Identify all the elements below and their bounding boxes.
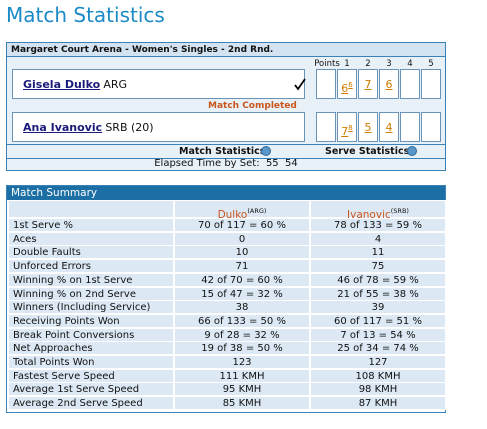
link-icon[interactable]: [407, 146, 417, 156]
stat-value: 78 of 133 = 59 %: [310, 218, 446, 232]
player-header: Ivanovic(SRB): [310, 200, 446, 221]
player-row: Gisela Dulko ARG: [12, 69, 306, 99]
score-cell: 6: [379, 69, 399, 99]
elapsed-time: Elapsed Time by Set: 55 54: [7, 158, 445, 169]
page-title: Match Statistics: [6, 3, 165, 27]
match-summary: Match Summary Dulko(ARG) Ivanovic(SRB) 1st…: [6, 185, 446, 413]
stat-value: 98 KMH: [310, 382, 446, 397]
stat-value: 60 of 117 = 51 %: [310, 313, 446, 328]
tiebreak[interactable]: 6: [348, 81, 353, 89]
link-icon[interactable]: [261, 146, 271, 156]
stat-value: 15 of 47 = 32 %: [174, 286, 310, 301]
stat-value: 21 of 55 = 38 %: [310, 286, 446, 301]
column-header: Points: [314, 59, 340, 69]
stat-label: Winning % on 2nd Serve: [8, 286, 174, 301]
stat-value: 95 KMH: [174, 382, 310, 397]
player-info: ARG: [103, 78, 128, 91]
stat-value: 42 of 70 = 60 %: [174, 272, 310, 287]
scoreboard: Margaret Court Arena - Women's Singles -…: [6, 42, 446, 171]
player-header: Dulko(ARG): [174, 200, 310, 221]
stat-label: Receiving Points Won: [8, 313, 174, 328]
stat-label: Average 1st Serve Speed: [8, 382, 174, 397]
elapsed-set: 54: [285, 158, 298, 169]
stat-label: 1st Serve %: [8, 218, 174, 232]
stat-label: Unforced Errors: [8, 259, 174, 274]
stats-link[interactable]: Match Statistics: [179, 146, 266, 157]
stat-value: 123: [174, 355, 310, 369]
summary-title: Match Summary: [7, 186, 445, 200]
stat-label: Winning % on 1st Serve: [8, 272, 174, 287]
stat-value: 85 KMH: [174, 396, 310, 411]
player-row: Ana Ivanovic SRB (20): [12, 112, 305, 142]
stat-label: Winners (Including Service): [8, 300, 174, 315]
stat-label: Break Point Conversions: [8, 327, 174, 342]
stat-value: 108 KMH: [310, 368, 446, 383]
stats-link[interactable]: Serve Statistics: [325, 146, 410, 157]
event-header: Margaret Court Arena - Women's Singles -…: [7, 43, 445, 57]
stat-value: 38: [174, 300, 310, 315]
player-entry: Gisela Dulko ARG: [23, 78, 127, 91]
stat-label: Total Points Won: [8, 355, 174, 369]
column-header: 1: [344, 59, 350, 69]
score-cell: [400, 112, 420, 142]
winner-check: [294, 78, 306, 91]
player-entry: Ana Ivanovic SRB (20): [23, 121, 154, 134]
player-country: (ARG): [247, 207, 267, 215]
stat-value: 66 of 133 = 50 %: [174, 313, 310, 328]
stat-value: 87 KMH: [310, 396, 446, 411]
column-header: 5: [428, 59, 434, 69]
column-header: 3: [386, 59, 392, 69]
set-games[interactable]: 6: [385, 78, 393, 91]
column-header: 2: [365, 59, 371, 69]
score-cell: 7: [358, 69, 378, 99]
stat-label: Average 2nd Serve Speed: [8, 396, 174, 411]
set-games[interactable]: 7: [364, 78, 372, 91]
stat-label: Aces: [8, 231, 174, 246]
score-cell: [316, 112, 336, 142]
score-cell: 66: [337, 69, 357, 99]
score-cell: 5: [358, 112, 378, 142]
stat-value: 7 of 13 = 54 %: [310, 327, 446, 342]
match-status: Match Completed: [208, 101, 297, 111]
set-games[interactable]: 4: [385, 121, 393, 134]
stat-value: 25 of 34 = 74 %: [310, 341, 446, 356]
stat-value: 70 of 117 = 60 %: [174, 218, 310, 232]
stat-value: 39: [310, 300, 446, 315]
score-cell: [316, 69, 336, 99]
score-cell: [421, 112, 441, 142]
stat-value: 4: [310, 231, 446, 246]
score-cell: [421, 69, 441, 99]
stat-value: 9 of 28 = 32 %: [174, 327, 310, 342]
score-cell: 4: [379, 112, 399, 142]
player-info: SRB (20): [105, 121, 154, 134]
stat-value: 19 of 38 = 50 %: [174, 341, 310, 356]
stat-label: Fastest Serve Speed: [8, 368, 174, 383]
set-games[interactable]: 6: [341, 82, 349, 95]
stat-label: Net Approaches: [8, 341, 174, 356]
score-cell: [400, 69, 420, 99]
tiebreak[interactable]: 8: [348, 124, 353, 132]
set-games[interactable]: 5: [364, 121, 372, 134]
stat-value: 46 of 78 = 59 %: [310, 272, 446, 287]
stat-label: Double Faults: [8, 245, 174, 260]
stat-value: 11: [310, 245, 446, 260]
player-country: (SRB): [390, 207, 409, 215]
stat-value: 0: [174, 231, 310, 246]
elapsed-label: Elapsed Time by Set:: [154, 158, 260, 169]
player-link[interactable]: Gisela Dulko: [23, 78, 101, 91]
player-link[interactable]: Ana Ivanovic: [23, 121, 103, 134]
stat-value: 127: [310, 355, 446, 369]
score-cell: 78: [337, 112, 357, 142]
set-games[interactable]: 7: [341, 125, 349, 138]
elapsed-set: 55: [265, 158, 279, 169]
stat-value: 75: [310, 259, 446, 274]
column-header: 4: [407, 59, 413, 69]
link-bar: Match Statistics Serve Statistics: [7, 144, 445, 159]
stat-value: 10: [174, 245, 310, 260]
header-blank: [8, 200, 174, 218]
stat-value: 111 KMH: [174, 368, 310, 383]
stat-value: 71: [174, 259, 310, 274]
